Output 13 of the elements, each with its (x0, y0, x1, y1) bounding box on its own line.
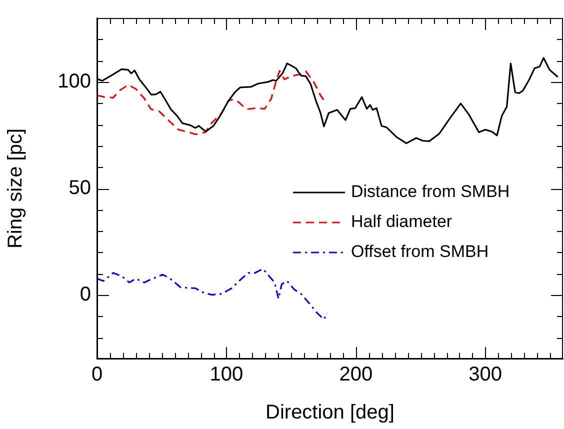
legend-label: Half diameter (351, 212, 452, 232)
legend-label: Distance from SMBH (351, 182, 510, 202)
x-tick-label: 200 (339, 364, 373, 386)
y-axis-title: Ring size [pc] (4, 128, 27, 249)
line-series (97, 70, 325, 136)
line-series (97, 268, 328, 320)
y-tick-label: 0 (80, 284, 91, 306)
x-tick-label: 300 (468, 364, 502, 386)
legend-label: Offset from SMBH (351, 242, 489, 262)
x-tick-label: 100 (210, 364, 244, 386)
y-tick-label: 100 (58, 70, 91, 92)
y-tick-label: 50 (68, 177, 91, 200)
x-axis-title: Direction [deg] (266, 402, 394, 424)
